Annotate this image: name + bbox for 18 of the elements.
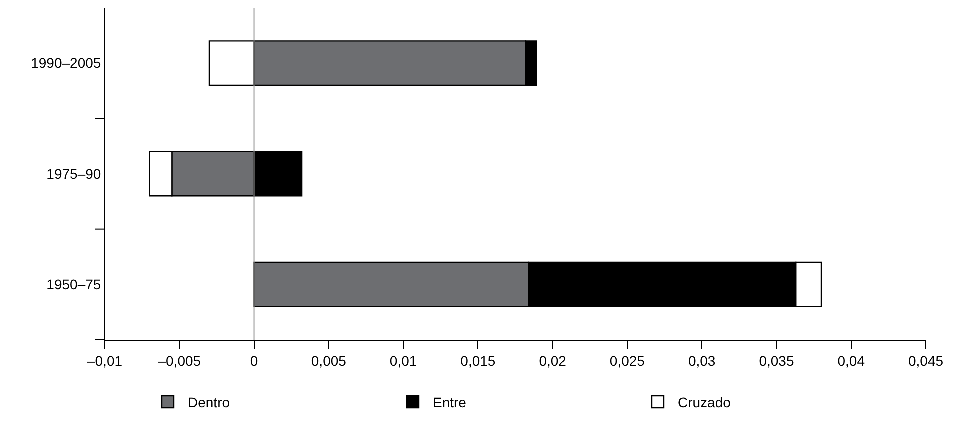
x-tick-label: 0,015 [460,352,496,369]
x-tick-label: 0,03 [688,352,716,369]
x-tick-label: 0,01 [390,352,418,369]
x-tick-label: 0,045 [908,352,944,369]
x-tick-label: 0,04 [838,352,866,369]
x-tick-label: 0,025 [610,352,646,369]
x-tick-label: –0,01 [87,352,123,369]
x-tick-label: 0,035 [759,352,794,369]
x-tick-label: 0 [250,352,258,369]
x-tick-label: 0,005 [311,352,347,369]
legend-label: Dentro [188,394,230,411]
legend-label: Entre [433,394,467,411]
y-tick-label: 1975–90 [46,166,102,182]
legend-label: Cruzado [678,394,732,411]
x-tick-label: –0,005 [158,352,202,369]
y-tick-label: 1950–75 [46,276,102,293]
x-tick-label: 0,02 [539,352,567,369]
y-tick-label: 1990–2005 [31,55,102,72]
